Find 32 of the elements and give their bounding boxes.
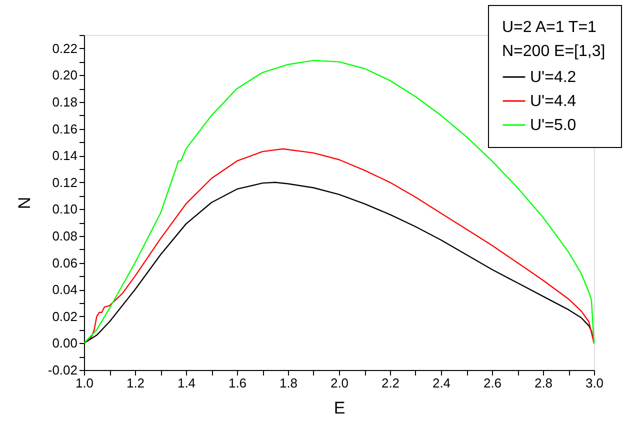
x-tick-label: 1.2 bbox=[126, 376, 145, 390]
x-tick-label: 1.8 bbox=[279, 376, 298, 390]
y-tick-label: 0.02 bbox=[52, 308, 78, 324]
x-tick-label: 1.4 bbox=[177, 376, 196, 390]
y-axis-title: N bbox=[14, 196, 34, 210]
y-tick-label: 0.20 bbox=[52, 68, 78, 83]
line-series bbox=[83, 148, 595, 344]
legend-label: U'=4.2 bbox=[530, 69, 576, 86]
x-tick-label: 1.6 bbox=[228, 376, 247, 390]
line-series bbox=[83, 60, 595, 344]
legend-title: U=2 A=1 T=1 N=200 E=[1,3] bbox=[502, 19, 606, 60]
x-tick-label: 2.4 bbox=[432, 376, 451, 390]
x-tick-label: 2.6 bbox=[483, 376, 502, 390]
y-tick-label: -0.02 bbox=[48, 362, 78, 378]
x-axis-title: E bbox=[334, 398, 346, 418]
legend-label: U'=5.0 bbox=[530, 117, 576, 134]
y-tick-label: 0.16 bbox=[52, 121, 78, 136]
x-tick-label: 2.8 bbox=[534, 376, 553, 390]
x-tick-label: 2.2 bbox=[381, 376, 400, 390]
y-tick-label: 0.14 bbox=[52, 148, 78, 164]
y-tick-label: 0.08 bbox=[52, 228, 78, 244]
y-tick-label: 0.12 bbox=[52, 174, 78, 190]
y-tick-label: 0.04 bbox=[52, 282, 78, 298]
y-tick-label: 0.18 bbox=[52, 94, 78, 110]
y-tick-label: 0.10 bbox=[52, 202, 78, 217]
legend-label: U'=4.4 bbox=[530, 93, 576, 110]
x-tick-label: 2.0 bbox=[330, 376, 349, 390]
y-tick-label: 0.06 bbox=[52, 255, 78, 270]
y-tick-label: 0.00 bbox=[52, 336, 78, 351]
x-tick-label: 1.0 bbox=[75, 376, 94, 390]
x-tick-label: 3.0 bbox=[585, 376, 604, 390]
y-tick-label: 0.22 bbox=[52, 40, 78, 56]
